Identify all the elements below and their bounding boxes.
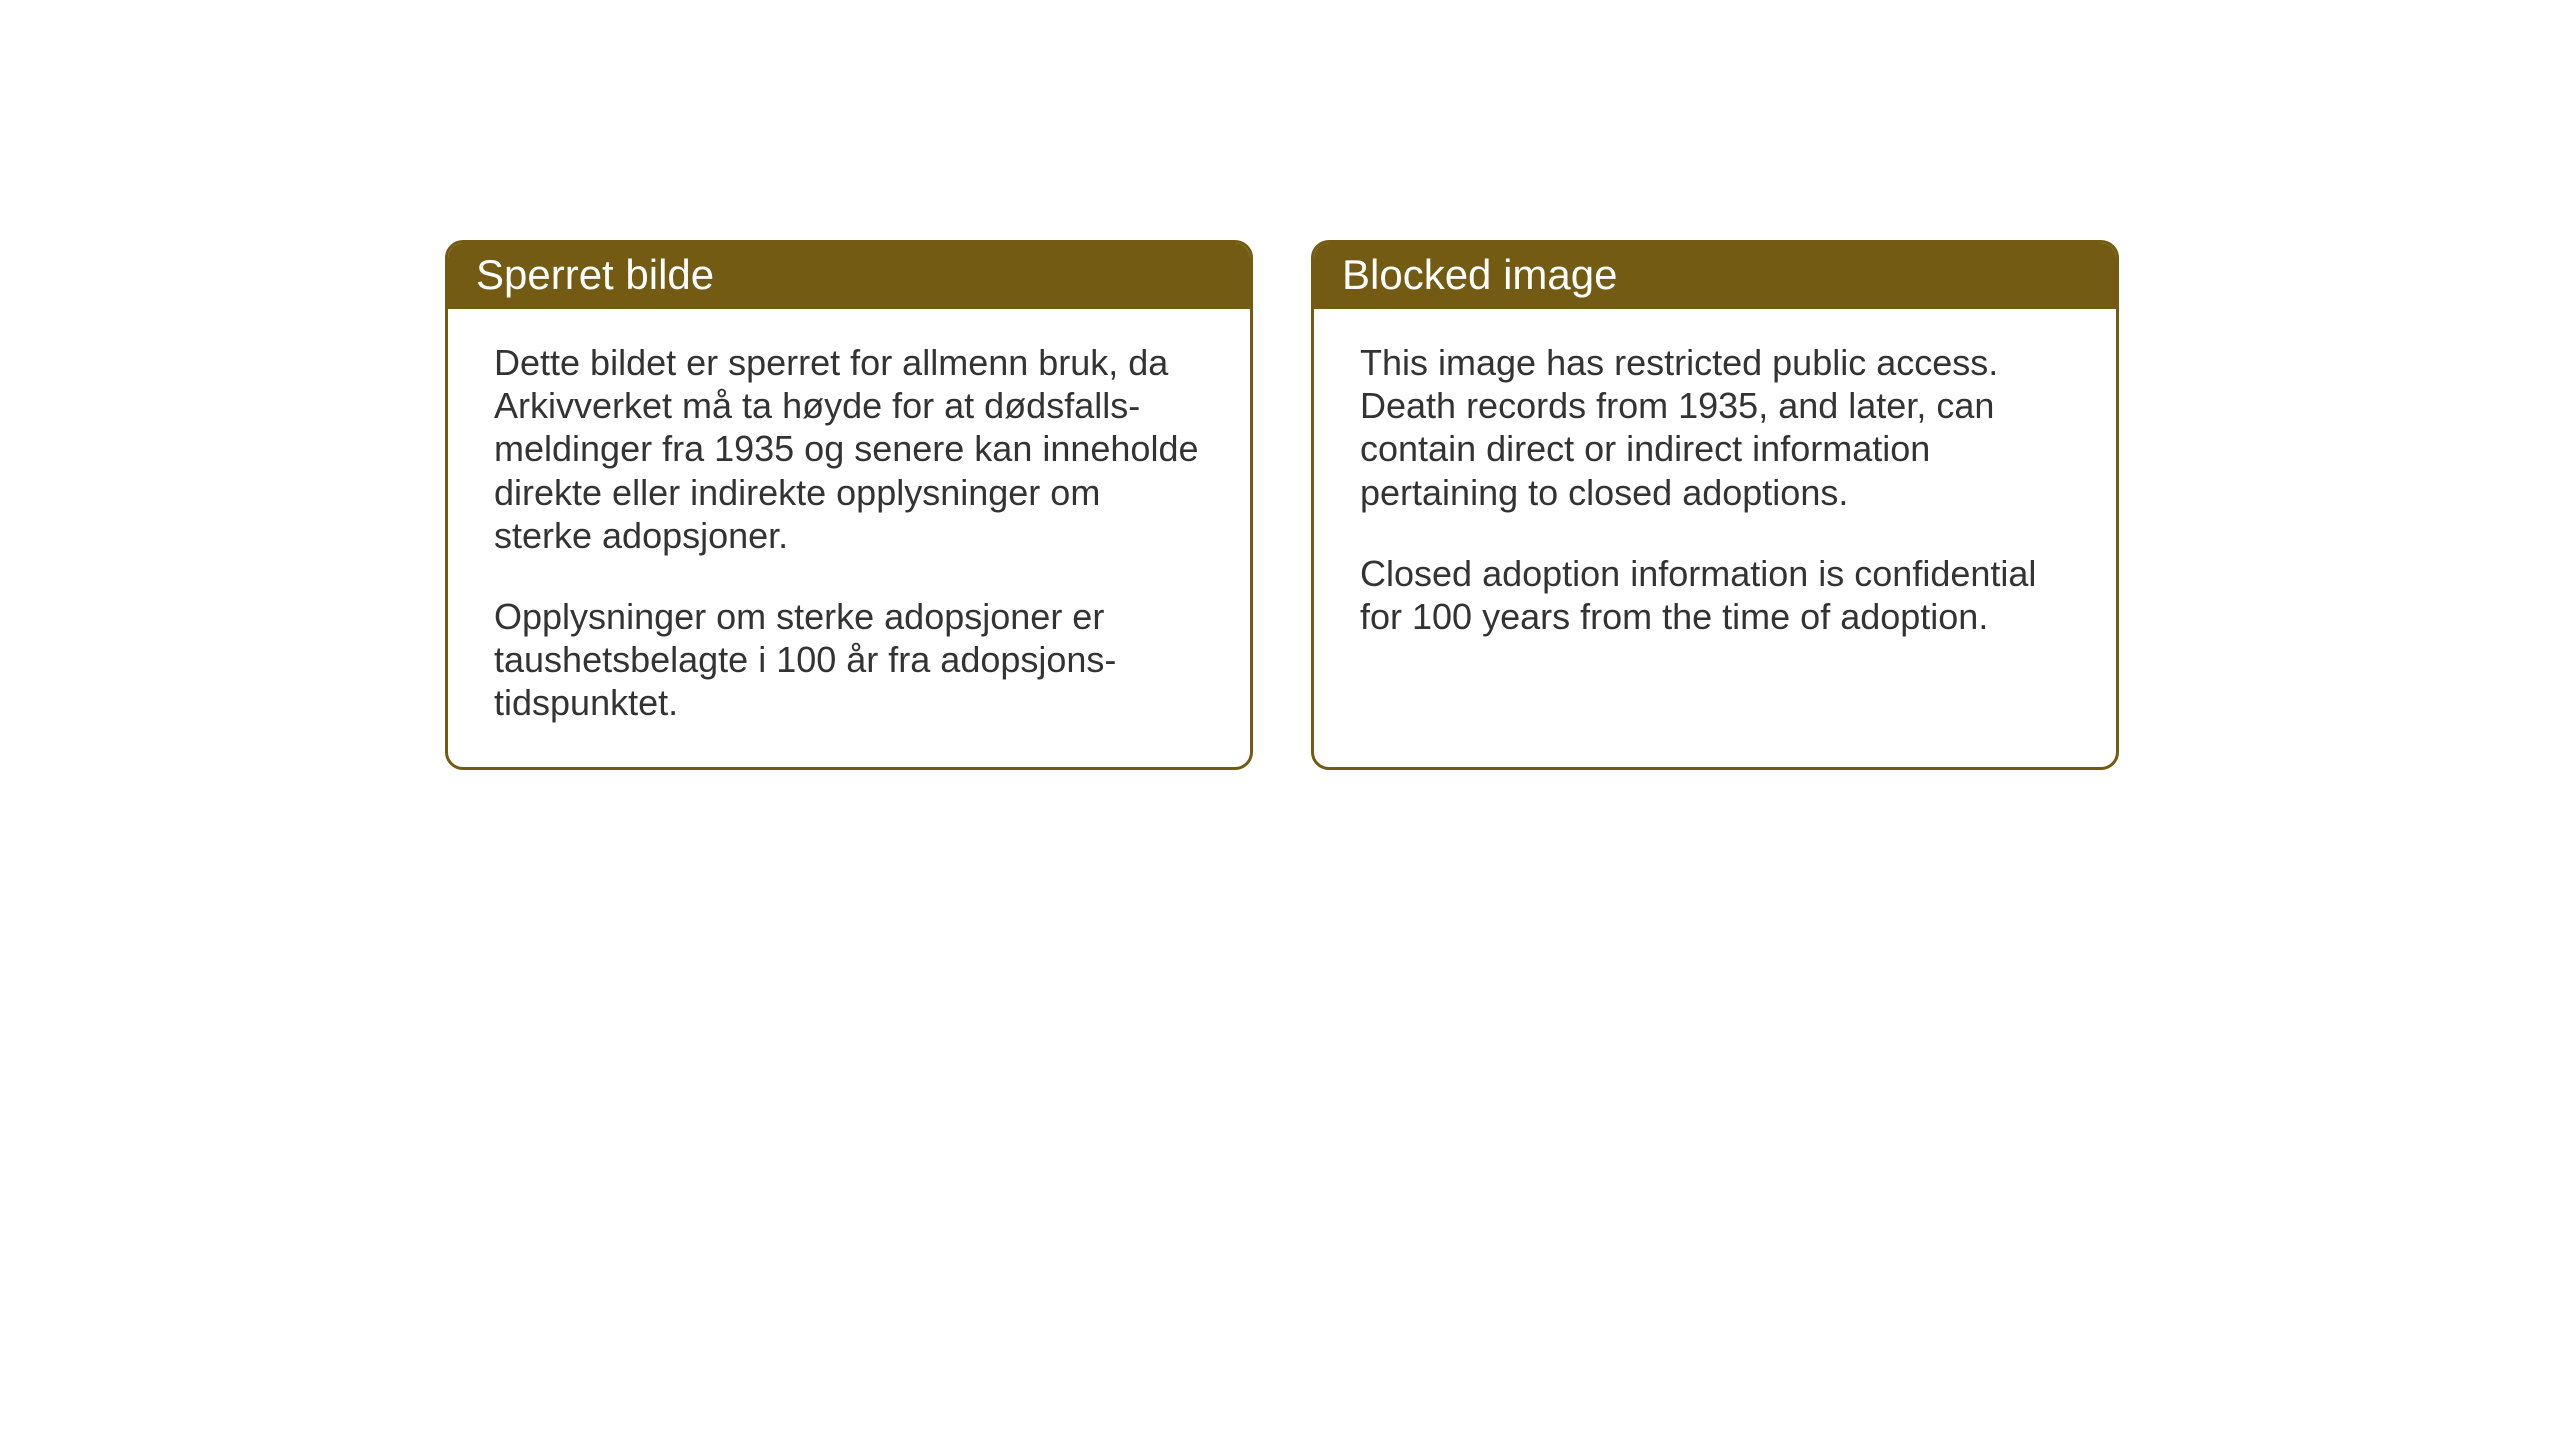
cards-container: Sperret bilde Dette bildet er sperret fo…: [445, 240, 2119, 770]
card-header-english: Blocked image: [1314, 243, 2116, 309]
card-norwegian: Sperret bilde Dette bildet er sperret fo…: [445, 240, 1253, 770]
card-paragraph-english-2: Closed adoption information is confident…: [1360, 552, 2070, 638]
card-paragraph-norwegian-2: Opplysninger om sterke adopsjoner er tau…: [494, 595, 1204, 725]
card-header-norwegian: Sperret bilde: [448, 243, 1250, 309]
card-body-norwegian: Dette bildet er sperret for allmenn bruk…: [448, 309, 1250, 767]
card-body-english: This image has restricted public access.…: [1314, 309, 2116, 680]
card-title-norwegian: Sperret bilde: [476, 251, 714, 298]
card-paragraph-english-1: This image has restricted public access.…: [1360, 341, 2070, 514]
card-english: Blocked image This image has restricted …: [1311, 240, 2119, 770]
card-paragraph-norwegian-1: Dette bildet er sperret for allmenn bruk…: [494, 341, 1204, 557]
card-title-english: Blocked image: [1342, 251, 1617, 298]
